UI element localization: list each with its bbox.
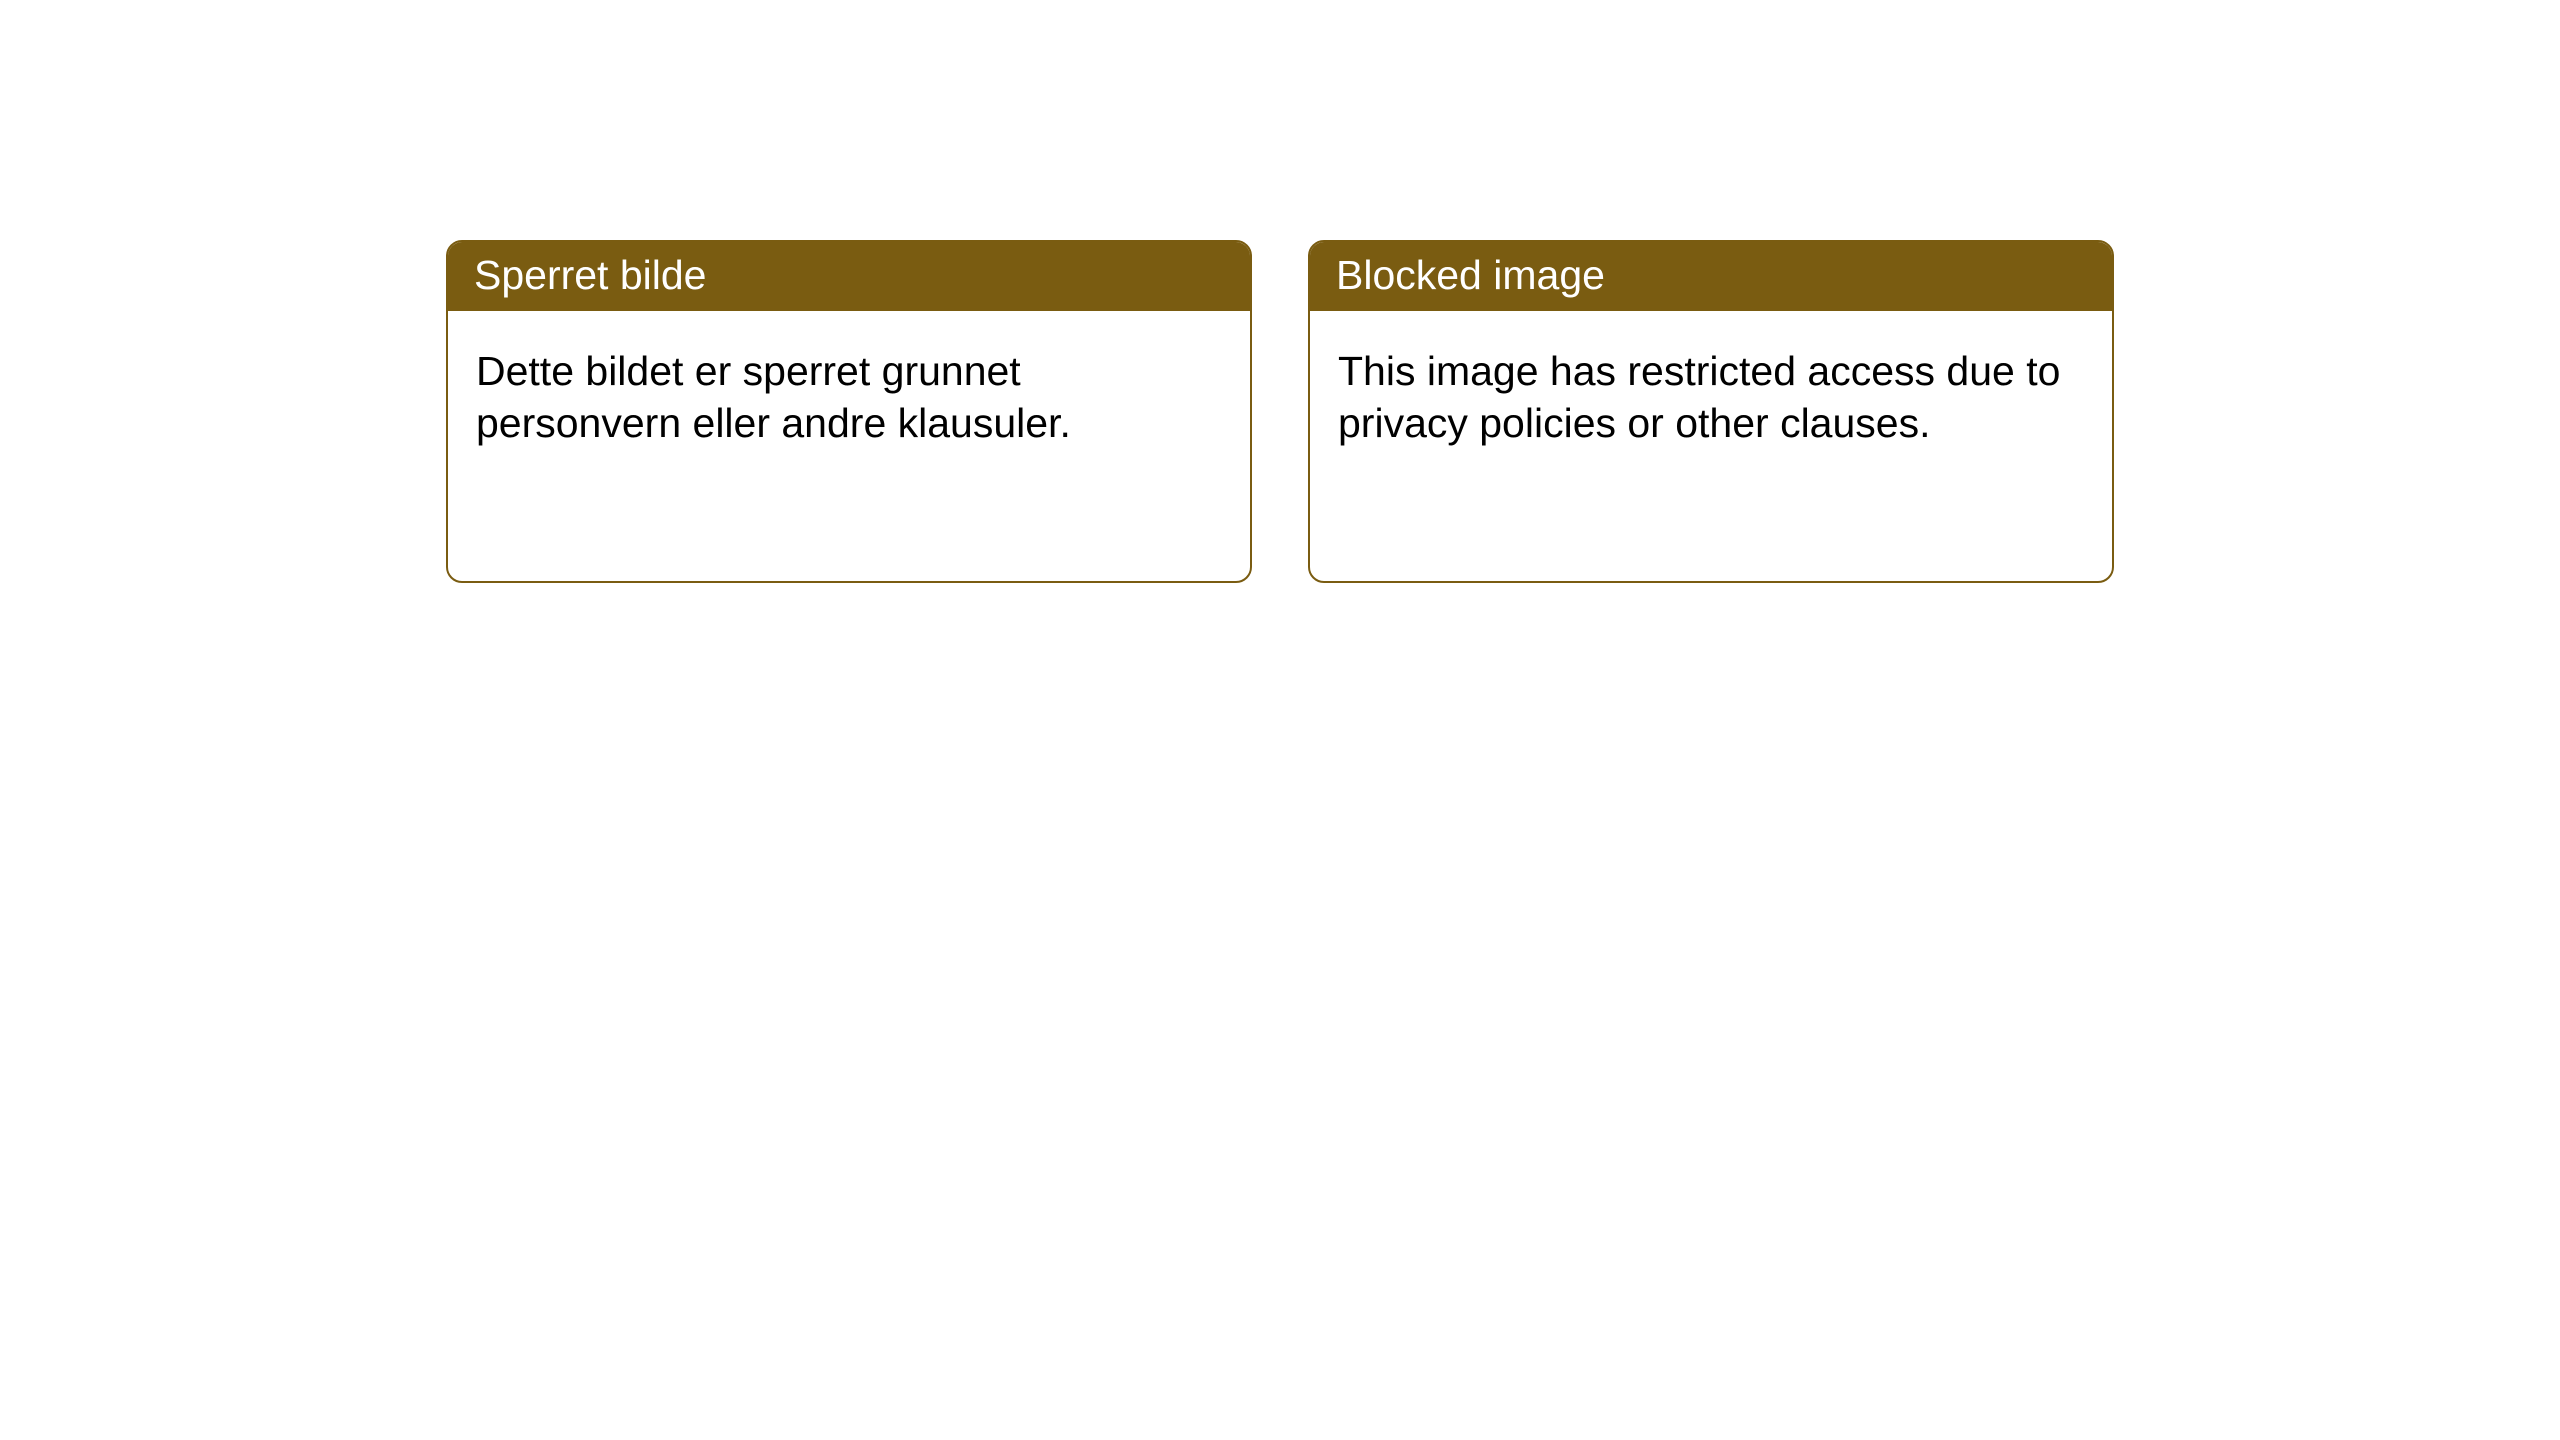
card-body-en: This image has restricted access due to … bbox=[1310, 311, 2112, 581]
blocked-image-card-en: Blocked image This image has restricted … bbox=[1308, 240, 2114, 583]
card-header-no: Sperret bilde bbox=[448, 242, 1250, 311]
notice-cards-container: Sperret bilde Dette bildet er sperret gr… bbox=[0, 0, 2560, 583]
card-header-en: Blocked image bbox=[1310, 242, 2112, 311]
card-body-no: Dette bildet er sperret grunnet personve… bbox=[448, 311, 1250, 581]
blocked-image-card-no: Sperret bilde Dette bildet er sperret gr… bbox=[446, 240, 1252, 583]
